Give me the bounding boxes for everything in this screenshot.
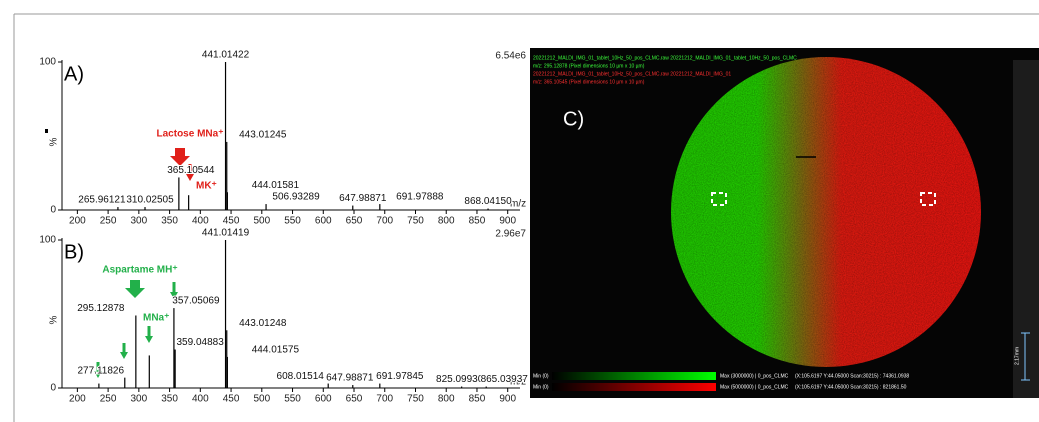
legend-text: Min (0) bbox=[533, 384, 549, 390]
roi bbox=[920, 192, 936, 206]
legend-text: Max (5000000) | 0_pos_CLMC bbox=[720, 384, 789, 390]
x-tick-label: 200 bbox=[69, 216, 86, 227]
x-tick-label: 500 bbox=[253, 394, 270, 405]
panel-label: A) bbox=[64, 63, 84, 85]
y-tick-label: 0 bbox=[50, 205, 56, 216]
legend-text: (X:105.6197 Y:44.05000 Scan:30215) : 743… bbox=[795, 373, 909, 379]
x-tick-label: 500 bbox=[253, 216, 270, 227]
x-tick-label: 450 bbox=[223, 216, 240, 227]
x-tick-label: 450 bbox=[223, 394, 240, 405]
peak-label: 647.98871 bbox=[326, 373, 374, 384]
peak-label: 865.03937 bbox=[481, 374, 529, 385]
x-tick-label: 550 bbox=[284, 216, 301, 227]
annotation: Aspartame MH⁺ bbox=[102, 265, 177, 276]
header-text: 20221212_MALDI_IMG_01_tablet_10Hz_50_pos… bbox=[533, 55, 797, 61]
legend-text: Min (0) bbox=[533, 373, 549, 379]
x-tick-label: 350 bbox=[161, 216, 178, 227]
y-axis-label: % bbox=[49, 315, 60, 324]
y-tick-label: 100 bbox=[39, 57, 56, 68]
peak-label: 441.01419 bbox=[202, 228, 250, 239]
y-tick-label: 100 bbox=[39, 235, 56, 246]
annotation: MNa⁺ bbox=[143, 313, 169, 324]
x-tick-label: 300 bbox=[131, 216, 148, 227]
peak-label: 608.01514 bbox=[277, 371, 325, 382]
x-tick-label: 650 bbox=[346, 216, 363, 227]
peak-label: 647.98871 bbox=[339, 193, 387, 204]
x-tick-label: 250 bbox=[100, 394, 117, 405]
x-tick-label: 700 bbox=[376, 216, 393, 227]
texture bbox=[671, 57, 981, 367]
x-tick-label: 550 bbox=[284, 394, 301, 405]
x-tick-label: 850 bbox=[469, 216, 486, 227]
x-tick-label: 750 bbox=[407, 394, 424, 405]
x-tick-label: 250 bbox=[100, 216, 117, 227]
x-tick-label: 400 bbox=[192, 394, 209, 405]
header-text: m/z: 365.10545 (Pixel dimensions 10 µm x… bbox=[533, 79, 645, 85]
annotation: MK⁺ bbox=[196, 181, 217, 192]
peak-label: 265.96121 bbox=[78, 195, 126, 206]
legend-text: (X:105.6197 Y:44.05000 Scan:30215) : 821… bbox=[795, 384, 907, 390]
x-tick-label: 700 bbox=[376, 394, 393, 405]
peak-label: 691.97888 bbox=[396, 192, 444, 203]
peak-label: 295.12878 bbox=[77, 303, 125, 314]
image-panel: C) 20221212_MALDI_IMG_01_tablet_10Hz_50_… bbox=[530, 48, 1039, 398]
peak-label: 310.02505 bbox=[126, 195, 174, 206]
x-tick-label: 750 bbox=[407, 216, 424, 227]
roi bbox=[711, 192, 727, 206]
x-tick-label: 800 bbox=[438, 216, 455, 227]
peak-label: 357.05069 bbox=[172, 296, 220, 307]
max-intensity: 2.96e7 bbox=[495, 229, 526, 240]
header-text: m/z: 295.12878 (Pixel dimensions 10 µm x… bbox=[533, 63, 645, 69]
peak-label: 443.01245 bbox=[239, 130, 287, 141]
arrow bbox=[120, 343, 128, 359]
panel-label: B) bbox=[64, 241, 84, 263]
x-tick-label: 650 bbox=[346, 394, 363, 405]
arrow bbox=[186, 164, 194, 181]
x-tick-label: 400 bbox=[192, 216, 209, 227]
peak-label: 441.01422 bbox=[202, 50, 250, 61]
peak-label: 444.01581 bbox=[252, 180, 300, 191]
x-tick-label: 300 bbox=[131, 394, 148, 405]
y-axis-label: % bbox=[49, 137, 60, 146]
colorbar bbox=[552, 383, 716, 391]
arrow bbox=[94, 362, 102, 378]
x-tick-label: 900 bbox=[499, 394, 516, 405]
x-tick-label: 600 bbox=[315, 394, 332, 405]
image-bg bbox=[1013, 60, 1039, 398]
y-tick-label: 0 bbox=[50, 383, 56, 394]
arrow bbox=[125, 280, 145, 298]
max-intensity: 6.54e6 bbox=[495, 51, 526, 62]
x-tick-label: 200 bbox=[69, 394, 86, 405]
peak-label: 443.01248 bbox=[239, 318, 287, 329]
colorbar bbox=[552, 372, 716, 380]
x-tick-label: 600 bbox=[315, 216, 332, 227]
peak-label: 868.04150 bbox=[464, 196, 512, 207]
x-axis-label: m/z bbox=[510, 199, 526, 210]
peak-label: 691.97845 bbox=[376, 371, 424, 382]
x-tick-label: 800 bbox=[438, 394, 455, 405]
annotation: Lactose MNa⁺ bbox=[157, 129, 224, 140]
x-tick-label: 350 bbox=[161, 394, 178, 405]
scale-bar bbox=[1021, 332, 1030, 381]
peak-label: 825.09930 bbox=[436, 374, 484, 385]
header-text: 20221212_MALDI_IMG_01_tablet_10Hz_50_pos… bbox=[533, 71, 731, 77]
legend-text: Max (3000000) | 0_pos_CLMC bbox=[720, 373, 789, 379]
peak-label: 277.11826 bbox=[78, 365, 125, 376]
scale-bar-label: 2.17mm bbox=[1014, 347, 1020, 365]
peak-label: 506.93289 bbox=[272, 192, 320, 203]
x-tick-label: 900 bbox=[499, 216, 516, 227]
arrow bbox=[170, 282, 178, 299]
x-axis-label: m/z bbox=[510, 377, 526, 388]
arrow bbox=[170, 148, 190, 166]
x-tick-label: 850 bbox=[469, 394, 486, 405]
marker bbox=[45, 129, 48, 133]
panel-label: C) bbox=[563, 108, 584, 130]
peak-label: 444.01575 bbox=[252, 345, 300, 356]
arrow bbox=[145, 326, 153, 343]
peak-label: 359.04883 bbox=[177, 337, 225, 348]
peak-label: 365.10544 bbox=[167, 165, 215, 176]
